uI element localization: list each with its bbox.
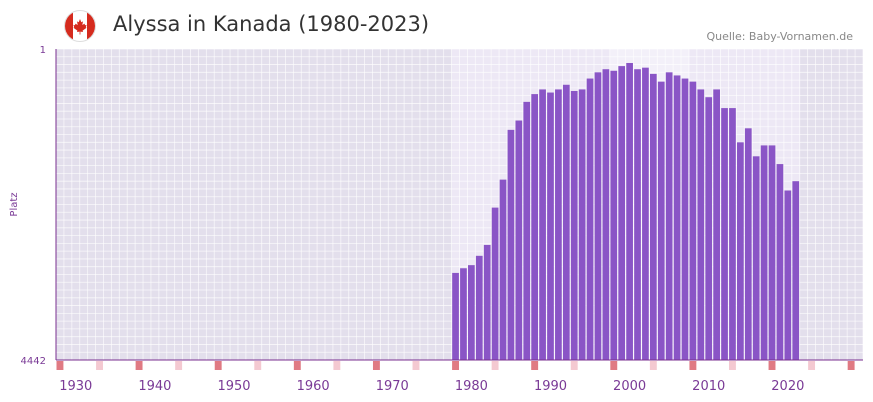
half-decade-marker-1943 xyxy=(175,361,183,370)
bar-1986 xyxy=(515,120,523,360)
decade-marker-1928 xyxy=(56,361,64,370)
bar-2009 xyxy=(697,89,705,361)
bar-2011 xyxy=(713,89,720,361)
decade-marker-2008 xyxy=(689,361,697,370)
decade-marker-1938 xyxy=(135,361,143,370)
bar-1992 xyxy=(562,84,570,360)
x-tick-label-2020: 2020 xyxy=(771,379,804,394)
bar-2007 xyxy=(681,78,689,361)
bar-2018 xyxy=(768,145,776,360)
bar-1994 xyxy=(578,89,586,361)
x-tick-label-1990: 1990 xyxy=(534,379,567,394)
half-decade-marker-1953 xyxy=(254,361,262,370)
bar-2002 xyxy=(642,67,649,360)
bar-2006 xyxy=(673,75,681,360)
bar-1989 xyxy=(539,89,546,361)
decade-marker-1998 xyxy=(610,361,618,370)
decade-marker-1978 xyxy=(452,361,459,370)
half-decade-marker-2023 xyxy=(808,361,816,370)
bar-2016 xyxy=(752,156,760,360)
decade-marker-2018 xyxy=(768,361,776,370)
bar-1985 xyxy=(507,129,515,360)
grid-lines xyxy=(55,48,864,361)
bar-1991 xyxy=(555,89,562,361)
decade-marker-1988 xyxy=(531,361,539,370)
bar-2004 xyxy=(657,81,665,360)
bar-1979 xyxy=(460,268,467,360)
bar-1983 xyxy=(491,207,499,360)
bar-2005 xyxy=(665,72,673,360)
decade-marker-1948 xyxy=(214,361,222,370)
decade-marker-1958 xyxy=(293,361,301,370)
bar-2015 xyxy=(744,128,752,360)
x-tick-label-2000: 2000 xyxy=(613,379,646,394)
bar-2012 xyxy=(721,108,728,360)
page-title: Alyssa in Kanada (1980-2023) xyxy=(113,12,430,36)
bar-1993 xyxy=(570,90,578,361)
half-decade-marker-1933 xyxy=(96,361,103,370)
bar-1995 xyxy=(586,78,594,361)
bar-2010 xyxy=(705,97,713,360)
half-decade-marker-1983 xyxy=(491,361,499,370)
half-decade-marker-1963 xyxy=(333,361,341,370)
bar-2017 xyxy=(760,145,768,360)
bar-2020 xyxy=(784,190,792,360)
half-decade-marker-2003 xyxy=(649,361,657,370)
bar-2008 xyxy=(689,81,697,360)
bar-2021 xyxy=(792,181,800,360)
bar-1998 xyxy=(610,70,618,361)
bar-1997 xyxy=(602,69,610,360)
bar-2014 xyxy=(737,142,744,360)
half-decade-marker-2013 xyxy=(729,361,736,370)
bar-2003 xyxy=(649,73,657,360)
x-tick-label-1930: 1930 xyxy=(59,379,92,394)
bar-2001 xyxy=(634,69,641,360)
bar-1984 xyxy=(499,179,507,360)
bar-2013 xyxy=(729,108,736,360)
y-axis-top-label: 1 xyxy=(40,45,46,56)
bar-1999 xyxy=(618,66,626,360)
source-credit: Quelle: Baby-Vornamen.de xyxy=(706,30,853,43)
decade-marker-2028 xyxy=(847,361,855,370)
bar-1981 xyxy=(475,255,483,360)
x-tick-label-1940: 1940 xyxy=(138,379,171,394)
canada-flag-icon xyxy=(64,10,96,42)
bar-1987 xyxy=(523,101,531,361)
bar-1978 xyxy=(452,272,459,360)
y-axis-bottom-label: 4442 xyxy=(21,356,46,367)
x-tick-label-1980: 1980 xyxy=(455,379,488,394)
bar-1980 xyxy=(468,265,475,360)
half-decade-marker-1993 xyxy=(570,361,578,370)
bar-1990 xyxy=(547,92,554,360)
y-axis-title: Platz xyxy=(9,192,20,216)
bar-1988 xyxy=(531,94,539,360)
x-tick-label-2010: 2010 xyxy=(692,379,725,394)
decade-marker-1968 xyxy=(372,361,380,370)
x-tick-label-1970: 1970 xyxy=(376,379,409,394)
x-tick-label-1960: 1960 xyxy=(297,379,330,394)
half-decade-marker-1973 xyxy=(412,361,420,370)
bar-1982 xyxy=(483,244,491,360)
bar-2000 xyxy=(626,62,633,361)
bar-1996 xyxy=(594,72,602,360)
bar-2019 xyxy=(776,164,784,360)
x-tick-label-1950: 1950 xyxy=(217,379,250,394)
